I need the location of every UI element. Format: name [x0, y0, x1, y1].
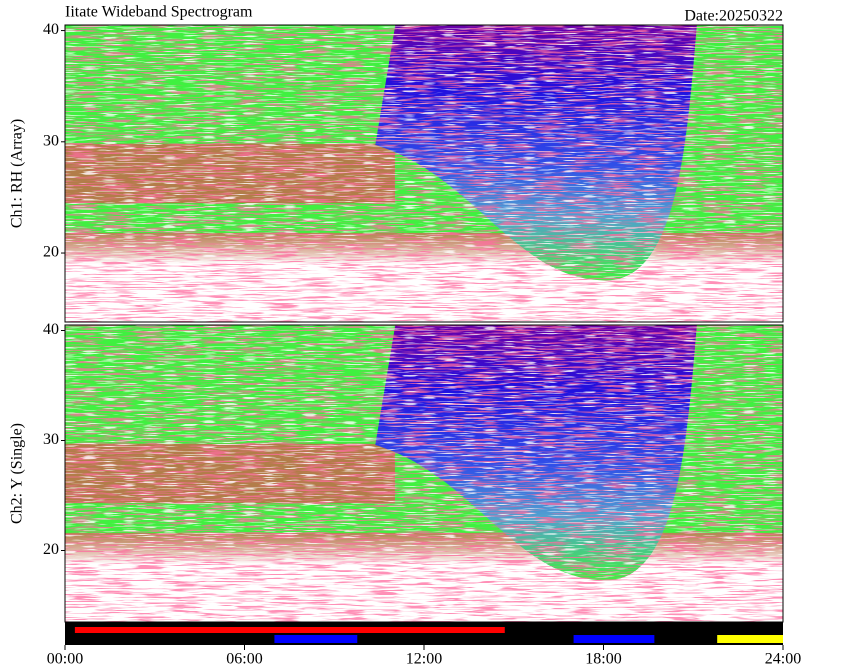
status-bar	[74, 627, 505, 633]
spectrogram-panels	[65, 25, 783, 622]
y-tick-label: 20	[43, 541, 59, 558]
spectrogram	[65, 325, 783, 622]
x-tick-label: 06:00	[226, 651, 262, 668]
status-bar	[274, 635, 358, 643]
y-tick-label: 30	[43, 431, 59, 448]
y-axis-label: Ch2: Y (Single)	[9, 423, 26, 524]
status-bars	[74, 627, 783, 643]
status-bar	[717, 635, 783, 643]
panel-frame	[64, 324, 784, 623]
x-tick-label: 18:00	[585, 651, 621, 668]
axes: 20 30 40 Ch1: RH (Array) 20 30 40 Ch2: Y (Singl…	[9, 21, 802, 667]
x-tick-label: 00:00	[47, 651, 83, 668]
x-tick-label: 12:00	[406, 651, 442, 668]
y-tick-label: 40	[43, 21, 59, 38]
spectrogram-specks	[65, 25, 783, 322]
y-tick-label: 40	[43, 321, 59, 338]
y-tick-label: 20	[43, 244, 59, 261]
status-bar	[573, 635, 655, 643]
spectrogram-specks	[65, 325, 783, 622]
spectrogram	[65, 25, 783, 322]
y-axis-label: Ch1: RH (Array)	[9, 119, 26, 228]
status-band	[65, 622, 783, 645]
panel-frame	[64, 24, 784, 323]
y-tick-label: 30	[43, 132, 59, 149]
x-tick-label: 24:00	[765, 651, 801, 668]
date-label: Date:20250322	[684, 8, 783, 25]
chart-title: Iitate Wideband Spectrogram	[65, 4, 253, 21]
